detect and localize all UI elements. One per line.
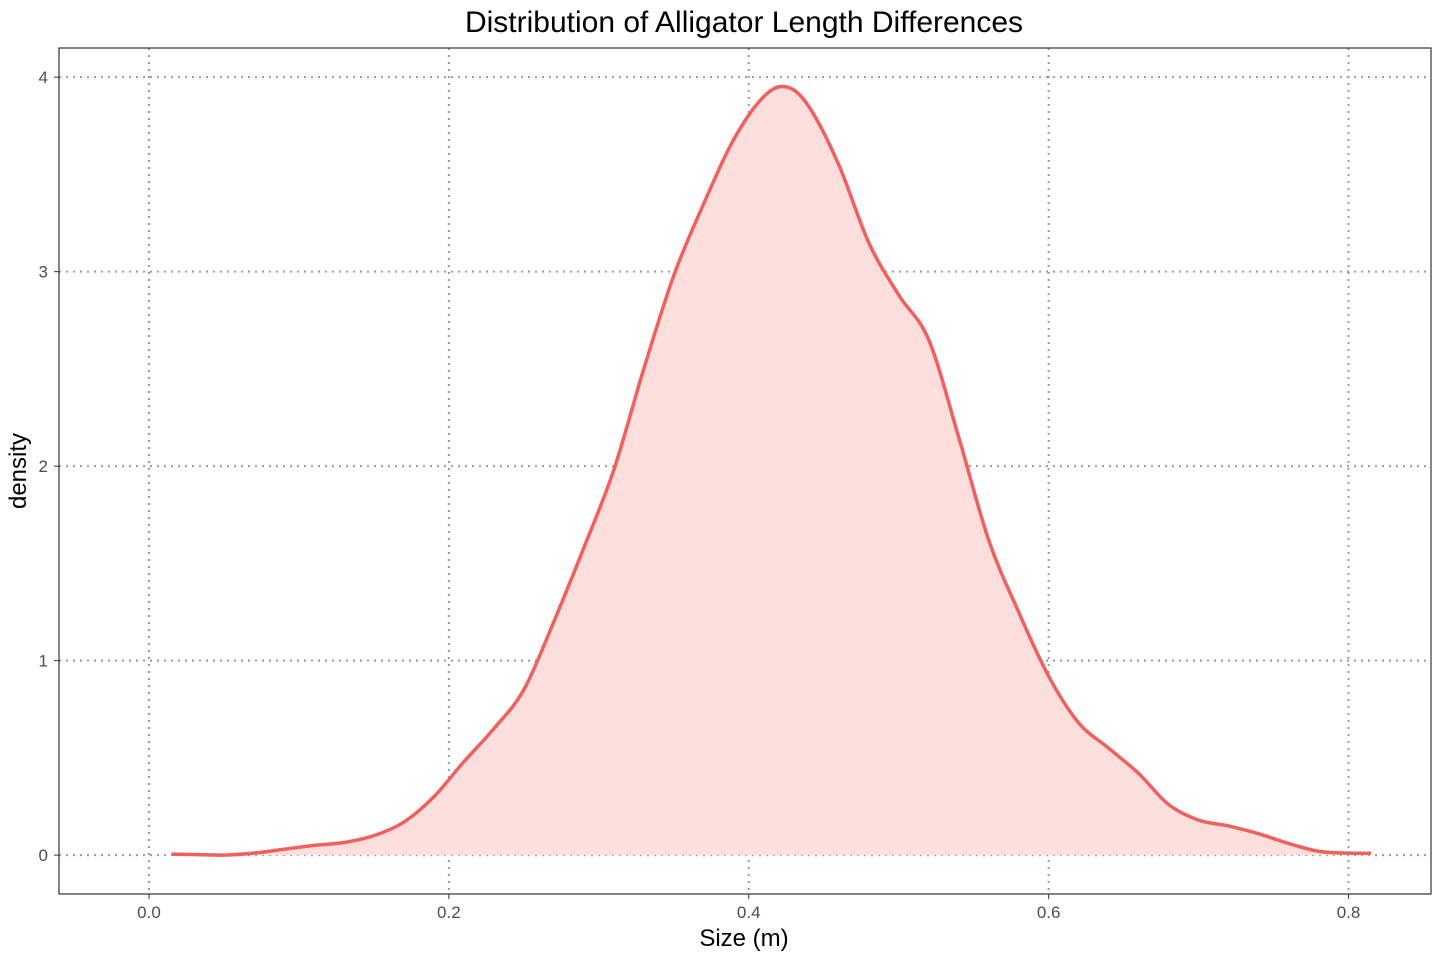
y-tick-label: 1: [39, 652, 48, 671]
y-tick-label: 4: [39, 68, 48, 87]
x-tick-label: 0.6: [1037, 903, 1061, 922]
y-tick-label: 0: [39, 846, 48, 865]
x-tick-label: 0.0: [137, 903, 161, 922]
x-tick-label: 0.4: [737, 903, 761, 922]
panel-border: [58, 47, 1432, 895]
x-axis-title: Size (m): [699, 925, 788, 952]
y-axis-title: density: [5, 433, 32, 509]
y-tick-label: 3: [39, 263, 48, 282]
density-line: [171, 84, 1372, 857]
density-area: [171, 86, 1372, 856]
axis-ticks: 0.0 0.2 0.4 0.6 0.8 0 1 2 3 4: [39, 68, 1361, 922]
x-tick-label: 0.8: [1337, 903, 1361, 922]
y-tick-label: 2: [39, 457, 48, 476]
x-tick-label: 0.2: [437, 903, 461, 922]
chart-title: Distribution of Alligator Length Differe…: [465, 6, 1023, 39]
